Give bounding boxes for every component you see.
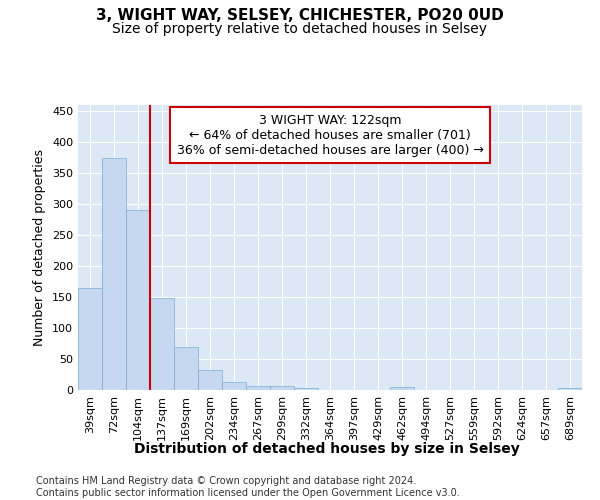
Bar <box>270 386 294 390</box>
Bar <box>246 386 270 390</box>
Text: 3 WIGHT WAY: 122sqm
← 64% of detached houses are smaller (701)
36% of semi-detac: 3 WIGHT WAY: 122sqm ← 64% of detached ho… <box>176 114 484 156</box>
Bar <box>78 288 102 390</box>
Bar <box>102 158 126 390</box>
Bar <box>558 388 582 390</box>
Text: Distribution of detached houses by size in Selsey: Distribution of detached houses by size … <box>134 442 520 456</box>
Bar <box>390 387 414 390</box>
Y-axis label: Number of detached properties: Number of detached properties <box>34 149 46 346</box>
Bar <box>294 388 318 390</box>
Text: Size of property relative to detached houses in Selsey: Size of property relative to detached ho… <box>113 22 487 36</box>
Bar <box>174 346 198 390</box>
Bar <box>150 298 174 390</box>
Bar <box>222 382 246 390</box>
Bar <box>198 370 222 390</box>
Text: 3, WIGHT WAY, SELSEY, CHICHESTER, PO20 0UD: 3, WIGHT WAY, SELSEY, CHICHESTER, PO20 0… <box>96 8 504 22</box>
Text: Contains HM Land Registry data © Crown copyright and database right 2024.
Contai: Contains HM Land Registry data © Crown c… <box>36 476 460 498</box>
Bar <box>126 210 150 390</box>
